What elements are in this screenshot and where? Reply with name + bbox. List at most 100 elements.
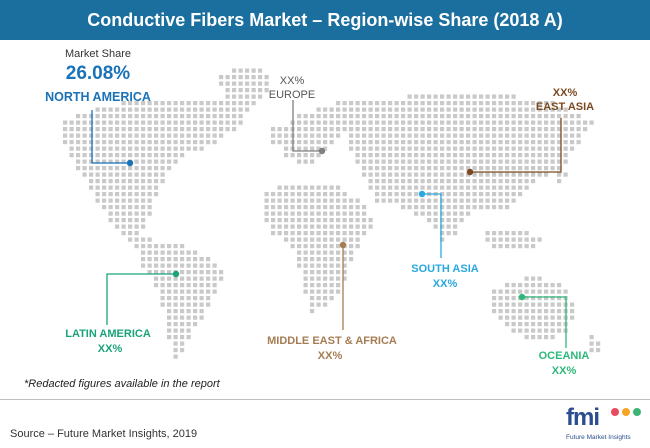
map-dot (388, 133, 393, 138)
map-dot (375, 179, 380, 184)
map-dot (531, 276, 536, 281)
map-dot (544, 146, 549, 151)
map-dot (128, 114, 133, 119)
map-dot (154, 107, 159, 112)
map-dot (472, 101, 477, 106)
map-dot (69, 153, 74, 158)
map-dot (563, 133, 568, 138)
map-dot (589, 341, 594, 346)
map-dot (225, 81, 230, 86)
map-dot (446, 185, 451, 190)
map-dot (492, 159, 497, 164)
map-dot (121, 114, 126, 119)
map-dot (550, 153, 555, 158)
map-dot (498, 140, 503, 145)
map-dot (550, 302, 555, 307)
map-dot (362, 218, 367, 223)
map-dot (388, 198, 393, 203)
map-dot (128, 172, 133, 177)
map-dot (349, 224, 354, 229)
map-dot (121, 231, 126, 236)
map-dot (511, 244, 516, 249)
map-dot (147, 133, 152, 138)
map-dot (466, 205, 471, 210)
north-america-value: 26.08% (65, 63, 131, 84)
map-dot (193, 276, 198, 281)
map-dot (355, 205, 360, 210)
map-dot (576, 140, 581, 145)
map-dot (134, 224, 139, 229)
map-dot (82, 120, 87, 125)
map-dot (479, 101, 484, 106)
map-dot (310, 198, 315, 203)
map-dot (76, 146, 81, 151)
map-dot (121, 218, 126, 223)
map-dot (95, 133, 100, 138)
map-dot (115, 107, 120, 112)
map-dot (141, 172, 146, 177)
map-dot (160, 172, 165, 177)
map-dot (394, 140, 399, 145)
map-dot (498, 231, 503, 236)
map-dot (108, 172, 113, 177)
map-dot (479, 140, 484, 145)
map-dot (453, 114, 458, 119)
map-dot (173, 257, 178, 262)
map-dot (485, 107, 490, 112)
map-dot (440, 101, 445, 106)
map-dot (407, 159, 412, 164)
map-dot (180, 114, 185, 119)
map-dot (518, 231, 523, 236)
map-dot (160, 270, 165, 275)
map-dot (76, 120, 81, 125)
map-dot (238, 120, 243, 125)
map-dot (498, 120, 503, 125)
map-dot (375, 120, 380, 125)
map-dot (492, 179, 497, 184)
map-dot (193, 257, 198, 262)
map-dot (381, 140, 386, 145)
map-dot (89, 185, 94, 190)
map-dot (479, 153, 484, 158)
map-dot (323, 211, 328, 216)
map-dot (186, 250, 191, 255)
map-dot (303, 127, 308, 132)
map-dot (290, 244, 295, 249)
map-dot (524, 140, 529, 145)
map-dot (95, 198, 100, 203)
map-dot (550, 114, 555, 119)
map-dot (134, 244, 139, 249)
map-dot (342, 211, 347, 216)
world-dot-map (63, 68, 601, 359)
map-dot (232, 68, 237, 73)
map-dot (303, 231, 308, 236)
map-dot (245, 107, 250, 112)
map-dot (316, 198, 321, 203)
map-dot (232, 114, 237, 119)
map-dot (544, 289, 549, 294)
map-dot (362, 166, 367, 171)
map-dot (459, 192, 464, 197)
map-dot (440, 153, 445, 158)
map-dot (544, 172, 549, 177)
map-dot (212, 101, 217, 106)
map-dot (368, 140, 373, 145)
map-dot (134, 237, 139, 242)
map-dot (89, 179, 94, 184)
map-dot (63, 140, 68, 145)
map-dot (420, 114, 425, 119)
map-dot (290, 218, 295, 223)
map-dot (186, 315, 191, 320)
map-dot (531, 283, 536, 288)
map-dot (290, 205, 295, 210)
map-dot (466, 101, 471, 106)
map-dot (193, 120, 198, 125)
map-dot (537, 296, 542, 301)
map-dot (524, 172, 529, 177)
region-marker (339, 241, 347, 249)
map-dot (511, 172, 516, 177)
map-dot (381, 133, 386, 138)
map-dot (323, 185, 328, 190)
map-dot (284, 218, 289, 223)
map-dot (121, 159, 126, 164)
